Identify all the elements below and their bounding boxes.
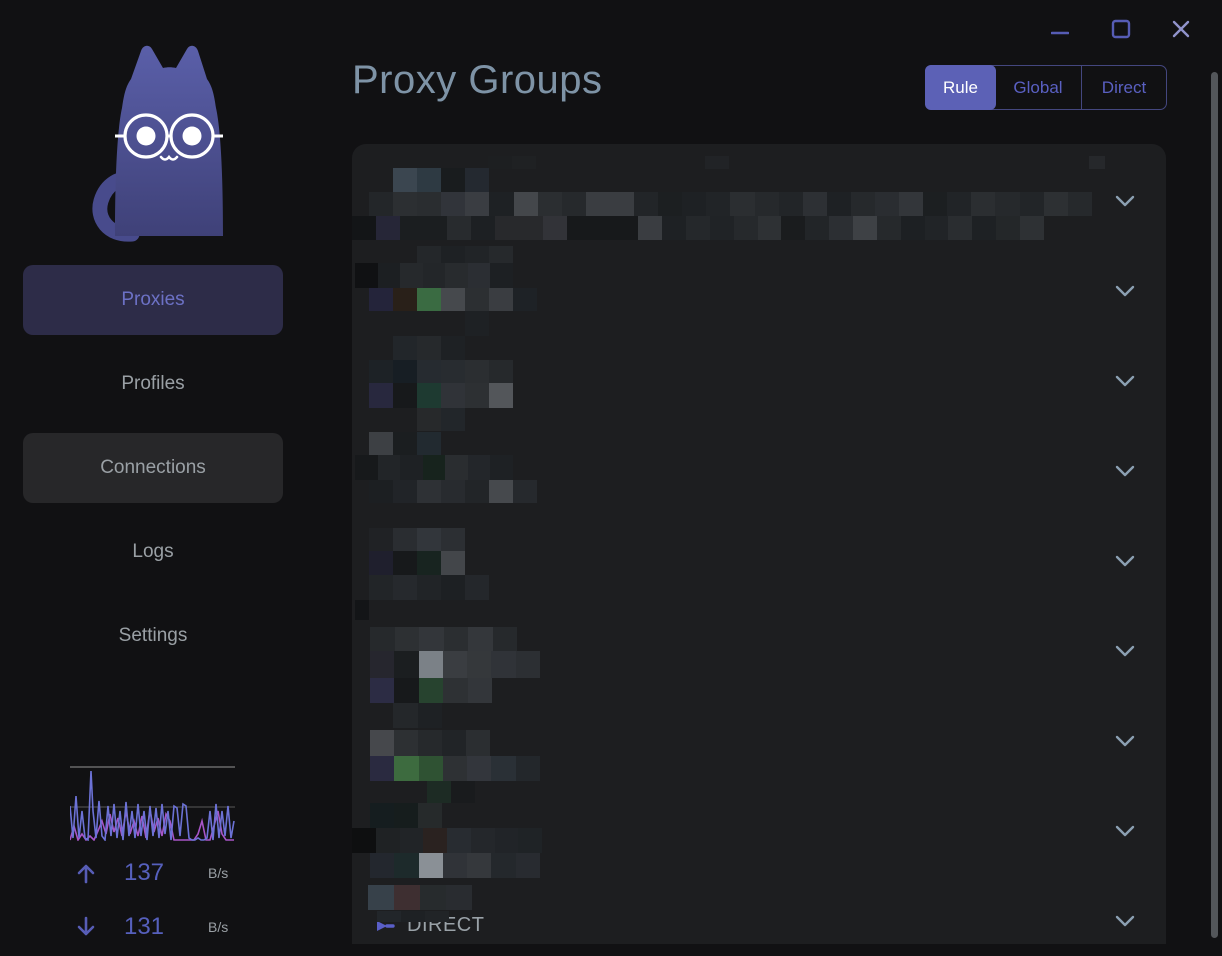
- redacted-proxy-group-text: [370, 756, 540, 781]
- chevron-down-icon[interactable]: [1113, 373, 1137, 389]
- redacted-proxy-group-text: [393, 168, 489, 192]
- chevron-down-icon[interactable]: [1113, 193, 1137, 209]
- sidebar-item-profiles[interactable]: Profiles: [121, 373, 185, 394]
- download-rate-row: 131 B/s: [70, 913, 240, 941]
- redacted-proxy-group-text: [370, 651, 540, 678]
- cat-left-eye: [136, 126, 156, 146]
- maximize-icon: [1111, 19, 1131, 39]
- redacted-proxy-group-text: [370, 853, 540, 878]
- mode-button-direct[interactable]: Direct: [1081, 66, 1166, 109]
- redacted-proxy-group-text: [705, 156, 729, 169]
- close-icon: [1172, 20, 1190, 38]
- redacted-proxy-group-text: [369, 192, 1092, 216]
- sidebar-item-logs[interactable]: Logs: [132, 541, 174, 562]
- redacted-proxy-group-text: [488, 156, 536, 169]
- proxy-groups-list: DIRECT: [352, 144, 1166, 944]
- redacted-proxy-group-text: [370, 803, 442, 828]
- redacted-proxy-group-text: [417, 408, 465, 431]
- sidebar-item-connections[interactable]: Connections: [23, 433, 283, 503]
- redacted-proxy-group-text: [370, 627, 517, 651]
- redacted-proxy-group-text: [369, 528, 465, 551]
- cat-body: [115, 45, 223, 236]
- chevron-down-icon[interactable]: [1113, 643, 1137, 659]
- chevron-down-icon[interactable]: [1113, 553, 1137, 569]
- download-value: 131: [123, 913, 165, 940]
- sidebar-item-proxies[interactable]: Proxies: [23, 265, 283, 335]
- upload-unit: B/s: [208, 865, 229, 881]
- redacted-proxy-group-text: [355, 455, 514, 480]
- minimize-icon: [1051, 31, 1069, 35]
- traffic-graph: [70, 766, 235, 841]
- redacted-proxy-group-text: [393, 703, 442, 728]
- redacted-proxy-group-text: [369, 288, 537, 311]
- redacted-proxy-group-text: [370, 678, 493, 703]
- upload-value: 137: [123, 859, 165, 886]
- redacted-proxy-group-text: [352, 828, 542, 853]
- redacted-proxy-group-text: [369, 480, 537, 503]
- redacted-proxy-group-text: [352, 216, 1044, 240]
- cat-right-eye: [182, 126, 202, 146]
- redacted-proxy-group-text: [369, 551, 465, 575]
- redacted-proxy-group-text: [355, 263, 514, 288]
- chevron-down-icon[interactable]: [1113, 823, 1137, 839]
- chevron-down-icon[interactable]: [1113, 463, 1137, 479]
- download-unit: B/s: [208, 919, 229, 935]
- minimize-button[interactable]: [1045, 14, 1075, 44]
- mode-button-rule[interactable]: Rule: [925, 65, 996, 110]
- page-title: Proxy Groups: [352, 58, 603, 102]
- scrollbar-thumb[interactable]: [1211, 72, 1218, 938]
- chevron-down-icon[interactable]: [1113, 733, 1137, 749]
- cat-mouth: [159, 154, 179, 161]
- arrow-down-icon: [77, 916, 95, 936]
- redacted-proxy-group-text: [369, 360, 513, 383]
- redacted-proxy-group-text: [369, 432, 441, 455]
- arrow-up-icon: [77, 864, 95, 884]
- chevron-down-icon[interactable]: [1113, 283, 1137, 299]
- upload-sparkline: [70, 770, 235, 841]
- redacted-proxy-group-text: [369, 383, 513, 408]
- redacted-proxy-group-text: [377, 911, 449, 922]
- redacted-proxy-group-text: [393, 336, 465, 360]
- redacted-proxy-group-text: [1089, 156, 1105, 169]
- upload-rate-row: 137 B/s: [70, 859, 240, 887]
- redacted-proxy-group-text: [369, 575, 489, 600]
- sidebar-item-settings[interactable]: Settings: [118, 625, 188, 646]
- redacted-proxy-group-text: [465, 311, 489, 336]
- app-logo-cat-icon: [92, 45, 223, 242]
- redacted-proxy-group-text: [370, 730, 490, 756]
- sidebar-nav: Proxies Profiles Connections Logs Settings: [23, 265, 283, 685]
- sidebar: Proxies Profiles Connections Logs Settings 1…: [0, 0, 306, 956]
- close-button[interactable]: [1166, 14, 1196, 44]
- redacted-proxy-group-text: [368, 885, 472, 910]
- mode-button-global[interactable]: Global: [1013, 77, 1063, 97]
- selected-proxy-arrow-icon: [377, 920, 395, 931]
- mode-switch: Rule Global Direct: [925, 65, 1167, 110]
- chevron-down-icon[interactable]: [1113, 913, 1137, 929]
- redacted-proxy-group-text: [417, 246, 513, 263]
- redacted-proxy-group-text: [427, 781, 475, 803]
- maximize-button[interactable]: [1106, 14, 1136, 44]
- redacted-proxy-group-text: [355, 600, 369, 620]
